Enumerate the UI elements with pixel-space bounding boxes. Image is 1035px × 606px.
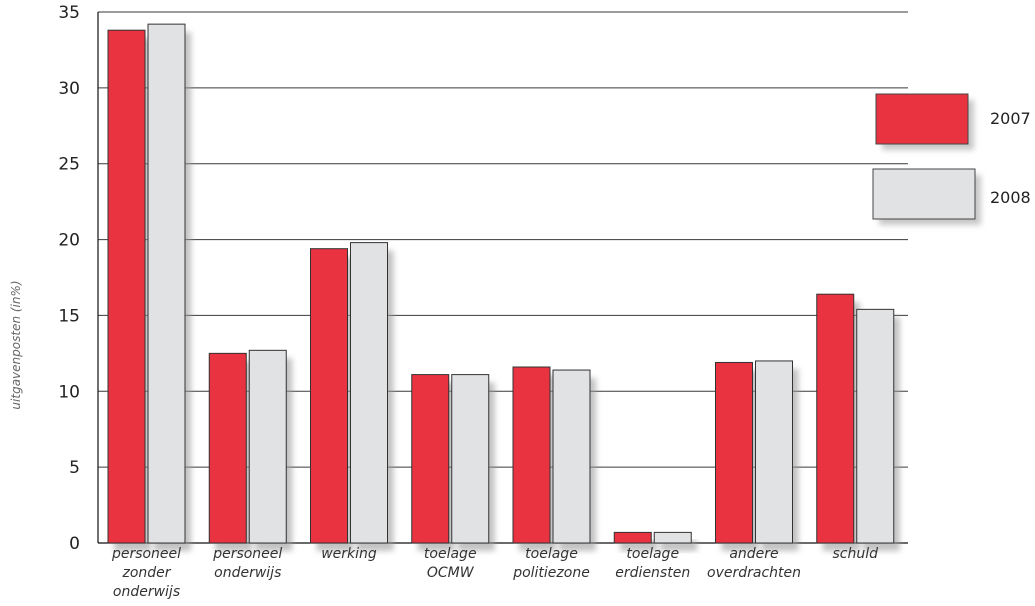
legend-label-2007: 2007 xyxy=(990,109,1031,128)
bar-2007 xyxy=(512,366,551,544)
x-category-label: personeel onderwijs xyxy=(212,546,282,581)
bar-2008 xyxy=(147,23,186,544)
x-category-label-line: erdiensten xyxy=(615,565,690,581)
y-tick-label: 15 xyxy=(58,306,80,326)
y-tick-label: 5 xyxy=(69,458,80,478)
bar-2007 xyxy=(310,248,348,544)
x-category-label-line: politiezone xyxy=(512,565,590,581)
bar-shadow xyxy=(620,540,658,551)
x-category-label-line: andere xyxy=(729,546,778,562)
x-category-label: toelage politiezone xyxy=(512,546,590,581)
bar-2008 xyxy=(248,349,287,544)
x-category-label-line: werking xyxy=(321,546,377,562)
y-tick-label: 10 xyxy=(58,382,80,402)
x-category-label-line: onderwijs xyxy=(113,584,180,600)
legend-swatch-2008 xyxy=(872,168,976,220)
x-category-label-line: zonder xyxy=(121,565,171,581)
x-category-label: toelage OCMW xyxy=(424,546,477,581)
bar-2007 xyxy=(411,374,450,544)
x-category-label: personeel zonder onderwijs xyxy=(111,546,181,600)
bar-2007 xyxy=(613,531,652,544)
x-category-label-line: toelage xyxy=(525,546,578,562)
bar-2007 xyxy=(816,293,855,544)
x-category-label-line: personeel xyxy=(212,546,282,562)
legend-swatch-2007 xyxy=(875,93,969,145)
x-category-label-line: OCMW xyxy=(427,565,475,581)
bar-2008 xyxy=(350,242,388,544)
bars xyxy=(107,23,895,544)
x-category-label-line: toelage xyxy=(626,546,679,562)
bar-2008 xyxy=(755,360,793,544)
bar-2008 xyxy=(552,369,591,544)
x-category-label: schuld xyxy=(832,546,878,562)
y-tick-label: 0 xyxy=(69,534,80,554)
x-category-labels: personeel zonder onderwijs personeel onderwi… xyxy=(111,546,878,600)
legend: 2007 2008 xyxy=(872,93,1031,225)
legend-label-2008: 2008 xyxy=(990,188,1031,207)
bar-shadow xyxy=(660,540,698,551)
y-axis-label: uitgavenposten (in%) xyxy=(9,280,23,409)
y-tick-label: 30 xyxy=(58,79,80,99)
y-tick-label: 25 xyxy=(58,155,80,175)
x-category-label-line: onderwijs xyxy=(214,565,281,581)
bar-2007 xyxy=(107,29,146,544)
y-tick-labels: 0 5 10 15 20 25 30 35 xyxy=(58,3,80,554)
bar-2008 xyxy=(856,308,895,544)
x-category-label: werking xyxy=(321,546,377,562)
y-tick-label: 35 xyxy=(58,3,80,23)
y-tick-label: 20 xyxy=(58,231,80,251)
x-category-label-line: overdrachten xyxy=(707,565,801,581)
bar-2008 xyxy=(653,531,692,544)
x-category-label: andere overdrachten xyxy=(707,546,801,581)
x-category-label: toelage erdiensten xyxy=(615,546,690,581)
bar-2007 xyxy=(715,361,753,544)
bar-2008 xyxy=(451,374,490,544)
bar-2007 xyxy=(208,352,247,544)
x-category-label-line: toelage xyxy=(424,546,477,562)
x-category-label-line: schuld xyxy=(832,546,878,562)
x-category-label-line: personeel xyxy=(111,546,181,562)
